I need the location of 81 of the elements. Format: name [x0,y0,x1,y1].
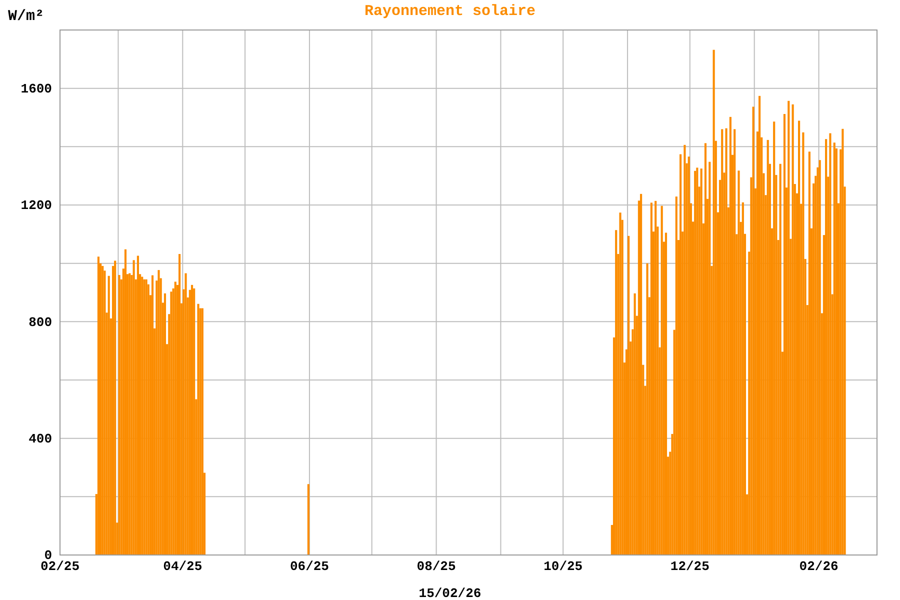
bar [199,308,202,555]
x-tick-label: 06/25 [290,559,330,574]
x-tick-label: 04/25 [163,559,202,574]
bar [118,275,120,555]
bar [792,104,794,555]
bar [694,170,696,555]
bar [174,282,176,555]
bar [634,293,636,555]
bar [684,144,686,555]
bar [680,154,682,555]
bar [628,236,630,555]
bar [773,122,776,555]
bar [783,114,786,555]
bar [700,168,702,555]
text: 15/02/26 [418,586,482,600]
bar [766,140,769,555]
bar [128,273,131,555]
bar [136,256,139,555]
bar [654,200,657,555]
bar [818,160,821,555]
bar [640,194,642,555]
bar [97,256,100,555]
x-tick-label: 12/25 [670,559,710,574]
bar [132,260,135,555]
bar [725,128,728,555]
bar [742,202,744,555]
bar [145,279,148,555]
bar [842,128,844,555]
bar [825,139,828,555]
bar [833,142,836,555]
bar [675,196,678,555]
chart-title: Rayonnement solaire [364,3,536,20]
bar [307,484,310,555]
bar [704,143,707,555]
bar [646,263,648,555]
x-tick-label: 08/25 [416,559,456,574]
bar [721,129,724,555]
bar [201,308,204,555]
bar [798,120,800,555]
x-tick-label: 10/25 [544,559,583,574]
y-tick-label: 400 [28,431,52,446]
bar [758,96,761,555]
x-tick-label: 02/26 [799,559,838,574]
bar [615,230,618,555]
x-tick-label: 02/25 [40,559,80,574]
bar [619,212,622,555]
bar [688,156,690,555]
bar [193,288,196,555]
bar [729,116,732,555]
bar [184,273,187,555]
bar [650,202,652,555]
bar [734,129,736,555]
bar [808,152,810,555]
y-tick-label: 1600 [20,81,52,96]
bar [829,133,832,555]
y-tick-label: 800 [28,314,52,330]
bar [158,270,160,555]
bar [708,162,711,555]
bar [151,275,154,555]
bar [696,168,698,555]
bar [197,304,200,555]
bar [164,293,166,555]
bar [141,276,144,555]
bar [788,100,790,555]
bar [190,284,194,555]
y-tick-label: 1200 [20,198,52,214]
y-axis-title: W/m² [8,8,44,25]
bar [114,260,116,555]
bar [664,232,668,555]
bar [779,164,782,555]
bar [124,249,127,555]
bar [660,206,663,555]
bar [712,50,715,555]
bar [143,279,146,555]
bar [108,276,110,555]
bar [802,132,804,555]
bar [170,292,172,555]
bar [752,106,754,555]
bar [178,254,181,555]
bar [102,266,104,555]
bar [738,170,740,555]
